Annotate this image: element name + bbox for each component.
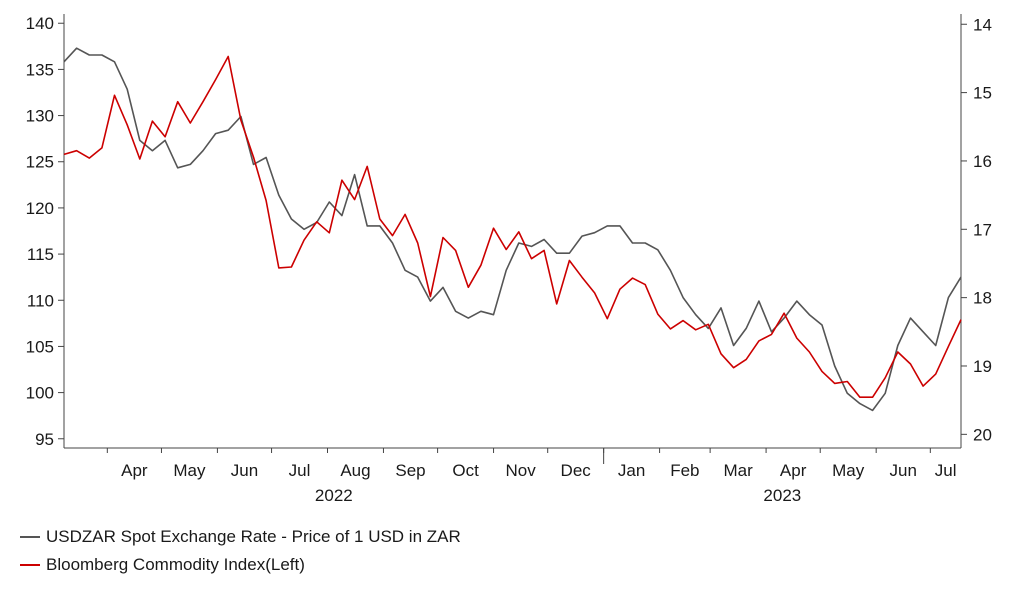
x-tick-label: Feb xyxy=(670,461,699,480)
legend-item-usdzar: USDZAR Spot Exchange Rate - Price of 1 U… xyxy=(20,523,461,551)
y-left-tick-label: 120 xyxy=(26,199,54,218)
y-right-tick-label: 16 xyxy=(973,152,992,171)
x-tick-label: Jul xyxy=(289,461,311,480)
y-right-tick-label: 17 xyxy=(973,220,992,239)
axes-layer xyxy=(63,14,962,449)
series-line-usdzar xyxy=(63,47,962,412)
y-left-tick-label: 140 xyxy=(26,14,54,33)
y-left-tick-label: 105 xyxy=(26,337,54,356)
x-tick-label: May xyxy=(832,461,865,480)
series-layer xyxy=(63,47,962,412)
legend: USDZAR Spot Exchange Rate - Price of 1 U… xyxy=(20,523,461,579)
x-tick-label: Aug xyxy=(340,461,370,480)
y-left-tick-label: 135 xyxy=(26,60,54,79)
y-left-tick-label: 130 xyxy=(26,107,54,126)
legend-swatch-commodity-index xyxy=(20,564,40,566)
y-right-tick-label: 19 xyxy=(973,357,992,376)
legend-label-commodity-index: Bloomberg Commodity Index(Left) xyxy=(46,555,305,574)
y-left-tick-label: 125 xyxy=(26,153,54,172)
y-right-tick-label: 14 xyxy=(973,15,992,34)
year-label-2023: 2023 xyxy=(763,486,801,505)
ticks-layer: 140 135 130 125 120 115 110 105 100 95 14 15 16 17 18 1… xyxy=(26,14,992,505)
x-tick-label: Jun xyxy=(231,461,258,480)
y-left-tick-label: 100 xyxy=(26,384,54,403)
y-left-tick-label: 115 xyxy=(27,245,54,264)
y-right-tick-label: 20 xyxy=(973,425,992,444)
x-tick-label: Apr xyxy=(121,461,148,480)
legend-item-commodity-index: Bloomberg Commodity Index(Left) xyxy=(20,551,461,579)
y-right-tick-label: 15 xyxy=(973,84,992,103)
series-line-commodity-index xyxy=(63,55,962,399)
x-tick-label: Dec xyxy=(561,461,592,480)
x-tick-label: Jun xyxy=(890,461,917,480)
x-tick-label: Jan xyxy=(618,461,645,480)
x-tick-label: May xyxy=(173,461,206,480)
x-tick-label: Mar xyxy=(723,461,753,480)
legend-label-usdzar: USDZAR Spot Exchange Rate - Price of 1 U… xyxy=(46,527,461,546)
x-tick-label: Nov xyxy=(506,461,537,480)
x-tick-label: Jul xyxy=(935,461,957,480)
legend-swatch-usdzar xyxy=(20,536,40,538)
y-left-tick-label: 95 xyxy=(35,430,54,449)
y-right-tick-label: 18 xyxy=(973,289,992,308)
y-left-tick-label: 110 xyxy=(27,291,54,310)
x-tick-label: Sep xyxy=(395,461,425,480)
x-tick-label: Apr xyxy=(780,461,807,480)
x-tick-label: Oct xyxy=(452,461,479,480)
year-label-2022: 2022 xyxy=(315,486,353,505)
